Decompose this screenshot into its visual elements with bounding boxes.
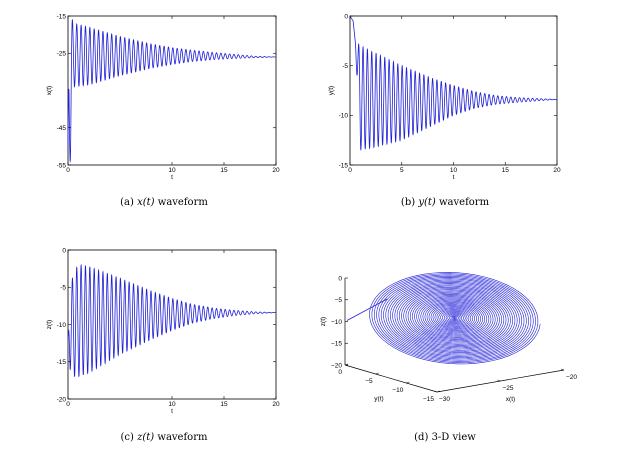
- x-tick-label: 0: [66, 167, 70, 174]
- x-tick-label: 5: [400, 167, 404, 174]
- panel-d-3d-view: −30−25−200−5−10−150−5−10−15−20x(t)y(t)z(…: [320, 272, 577, 403]
- x-tick-label: 15: [220, 401, 228, 408]
- x-tick-label: 0: [348, 167, 352, 174]
- y-tick-label: -10: [339, 113, 349, 120]
- z-tick-label: −15: [331, 341, 342, 348]
- y-tick-label: -25: [57, 51, 67, 58]
- waveform-line: [67, 263, 276, 377]
- x-tick-label: 20: [272, 401, 280, 408]
- y-tick-label: -10: [57, 322, 67, 329]
- panel-b-y-waveform: 0 5 10 15 20 0 -5 -10 -15 t y(t): [328, 13, 561, 181]
- caption-a: (a) x(t) waveform: [120, 197, 208, 208]
- x-tick-label: 20: [553, 167, 561, 174]
- caption-d: (d) 3-D view: [414, 432, 476, 443]
- x-tick-label: 0: [66, 401, 70, 408]
- waveform-line: [349, 15, 557, 151]
- y-axis-label: y(t): [374, 396, 383, 403]
- y-tick-label: −15: [423, 396, 434, 403]
- y-tick-label: -15: [339, 162, 349, 169]
- y-tick-label: −5: [365, 378, 373, 385]
- x-axis-label: t: [171, 174, 173, 181]
- z-tick-label: −20: [331, 362, 342, 369]
- z-axis-label: z(t): [320, 317, 327, 326]
- z-tick-label: −10: [331, 319, 342, 326]
- y-axis-label: y(t): [328, 86, 335, 95]
- y-tick-label: 0: [62, 247, 66, 254]
- x-tick-mark: [560, 368, 565, 371]
- y-axis-label: x(t): [46, 86, 53, 95]
- x-tick-label: 10: [168, 401, 176, 408]
- y-tick-label: -15: [57, 13, 67, 20]
- y-tick-label: -55: [57, 162, 67, 169]
- caption-b: (b) y(t) waveform: [401, 197, 490, 208]
- waveform-line: [67, 19, 276, 163]
- panel-c-z-waveform: 0 10 15 20 0 -5 -10 -15 -20 t z(t): [46, 247, 280, 415]
- x-tick-label: −30: [439, 396, 450, 403]
- x-tick-label: −20: [566, 374, 577, 381]
- trajectory-spiral: [369, 272, 541, 365]
- y-tick-label: -20: [57, 396, 67, 403]
- y-tick-mark: [436, 390, 441, 393]
- y-tick-label: -5: [342, 63, 348, 70]
- x-tick-label: 15: [220, 167, 228, 174]
- y-axis-line: [344, 364, 438, 393]
- y-tick-label: -45: [57, 125, 67, 132]
- x-axis-label: t: [453, 174, 455, 181]
- y-axis-label: z(t): [46, 320, 53, 329]
- panel-a-x-waveform: 0 10 15 20 -15 -25 -45 -55 t x(t): [46, 13, 280, 181]
- y-tick-mark: [406, 381, 410, 384]
- x-tick-label: 10: [450, 167, 458, 174]
- x-axis-label: x(t): [506, 396, 515, 403]
- x-tick-label: 10: [168, 167, 176, 174]
- x-tick-mark: [497, 379, 501, 382]
- x-tick-label: −25: [503, 385, 514, 392]
- z-tick-label: −5: [335, 297, 343, 304]
- y-tick-label: -15: [57, 359, 67, 366]
- x-tick-label: 15: [502, 167, 510, 174]
- caption-c: (c) z(t) waveform: [121, 432, 208, 443]
- y-tick-label: 0: [344, 13, 348, 20]
- plot-frame: [67, 249, 277, 400]
- y-tick-label: 0: [338, 369, 342, 376]
- x-tick-label: 20: [272, 167, 280, 174]
- x-axis-label: t: [171, 408, 173, 415]
- transient-line: [346, 298, 388, 321]
- y-tick-mark: [375, 372, 379, 375]
- x-tick-mark: [433, 390, 438, 393]
- y-tick-label: −10: [392, 387, 403, 394]
- z-tick-label: 0: [338, 275, 342, 282]
- y-tick-label: -5: [60, 285, 66, 292]
